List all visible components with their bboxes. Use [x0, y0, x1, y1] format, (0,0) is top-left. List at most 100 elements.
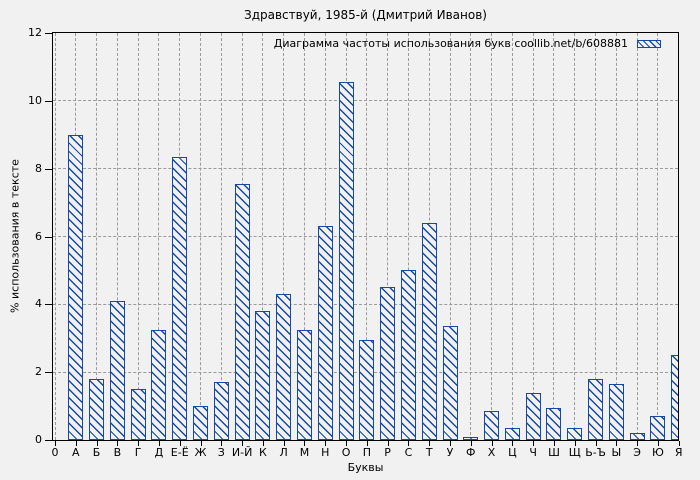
x-tick-label: М — [299, 446, 310, 459]
x-tick-label: О — [341, 446, 351, 459]
x-axis-label: Буквы — [347, 461, 384, 474]
legend-label: Диаграмма частоты использования букв coo… — [273, 37, 628, 50]
x-tick-label: Ф — [466, 446, 476, 459]
v-gridline — [470, 33, 472, 440]
x-axis-tick — [366, 441, 368, 446]
bar-Щ — [567, 428, 583, 440]
y-axis-tick — [45, 100, 53, 102]
x-axis-tick — [262, 441, 264, 446]
bar-П — [359, 339, 375, 440]
bar-Ы — [608, 384, 624, 440]
x-axis-tick — [616, 441, 618, 446]
x-tick-label: Щ — [568, 446, 581, 459]
x-axis-tick — [491, 441, 493, 446]
x-tick-label: Е-Ё — [170, 446, 189, 459]
plot-area — [52, 32, 679, 441]
x-axis-tick — [96, 441, 98, 446]
y-tick-label: 10 — [28, 93, 42, 107]
x-tick-label: С — [404, 446, 413, 459]
v-gridline — [366, 33, 368, 440]
x-axis-tick — [346, 441, 348, 446]
v-gridline — [262, 33, 264, 440]
x-axis-tick — [429, 441, 431, 446]
chart-title: Здравствуй, 1985-й (Дмитрий Иванов) — [244, 8, 487, 22]
bar-Ю — [650, 416, 666, 440]
x-axis-tick — [512, 441, 514, 446]
y-tick-label: 0 — [35, 433, 42, 446]
v-gridline — [657, 33, 659, 440]
x-axis-tick — [387, 441, 389, 446]
x-axis-tick — [283, 441, 285, 446]
v-gridline — [615, 33, 617, 440]
v-gridline — [137, 33, 139, 440]
bar-У — [442, 326, 458, 440]
bar-Г — [130, 389, 146, 440]
x-tick-label: И-Й — [231, 446, 253, 459]
v-gridline — [407, 33, 409, 440]
h-gridline — [53, 303, 678, 305]
bar-Я — [671, 355, 678, 440]
x-axis-tick — [55, 441, 56, 446]
bar-С — [400, 270, 416, 440]
v-gridline — [220, 33, 222, 440]
legend: Диаграмма частоты использования букв coo… — [274, 37, 661, 50]
bar-Ш — [546, 407, 562, 440]
bar-Б — [89, 378, 105, 440]
h-gridline — [53, 236, 678, 237]
x-axis-tick — [242, 441, 244, 446]
x-tick-label: Ы — [611, 446, 622, 459]
x-axis-tick — [158, 441, 160, 446]
v-gridline — [553, 33, 555, 440]
y-tick-label: 6 — [35, 229, 42, 243]
v-gridline — [158, 33, 160, 440]
x-tick-label: Э — [633, 446, 641, 459]
v-gridline — [200, 33, 202, 440]
x-axis-tick — [533, 441, 535, 446]
bar-Ж — [193, 406, 209, 440]
x-tick-label: Ч — [529, 446, 537, 459]
x-axis-tick — [553, 441, 555, 446]
bar-А — [68, 134, 84, 440]
x-tick-label: З — [217, 446, 225, 459]
bar-Ч — [525, 392, 541, 440]
x-tick-label: Х — [487, 446, 496, 459]
v-gridline — [574, 33, 576, 440]
v-gridline — [96, 33, 98, 440]
v-gridline — [595, 33, 597, 440]
x-axis-tick — [304, 441, 306, 446]
bar-К — [255, 311, 271, 440]
bar-З — [213, 382, 229, 440]
x-axis-tick — [325, 441, 327, 446]
y-axis-tick — [45, 236, 53, 238]
x-axis-tick — [75, 441, 77, 446]
x-axis-tick — [657, 441, 659, 446]
v-gridline — [511, 33, 513, 440]
x-tick-label: Ц — [508, 446, 517, 459]
y-axis-tick — [45, 440, 53, 441]
x-tick-label: В — [113, 446, 122, 459]
y-tick-label: 4 — [35, 297, 42, 311]
bar-Т — [421, 222, 437, 440]
bar-Ц — [504, 428, 520, 440]
x-tick-label: 0 — [51, 446, 59, 459]
x-tick-label: П — [362, 446, 371, 459]
x-tick-label: Ь-Ъ — [585, 446, 606, 459]
h-gridline — [53, 100, 678, 102]
v-gridline — [116, 33, 118, 440]
v-gridline — [54, 33, 56, 440]
v-gridline — [449, 33, 451, 440]
y-tick-label: 8 — [35, 161, 42, 175]
y-axis-tick — [45, 372, 53, 374]
bar-Ь-Ъ — [588, 378, 604, 440]
bar-О — [338, 82, 354, 440]
x-axis-tick — [221, 441, 223, 446]
bar-Н — [317, 226, 333, 440]
x-tick-label: Ш — [548, 446, 560, 459]
bar-В — [109, 300, 125, 440]
bar-Е-Ё — [172, 156, 188, 440]
y-tick-label: 2 — [35, 365, 42, 379]
v-gridline — [283, 33, 285, 440]
bar-И-Й — [234, 183, 250, 440]
x-axis-tick — [117, 441, 119, 446]
